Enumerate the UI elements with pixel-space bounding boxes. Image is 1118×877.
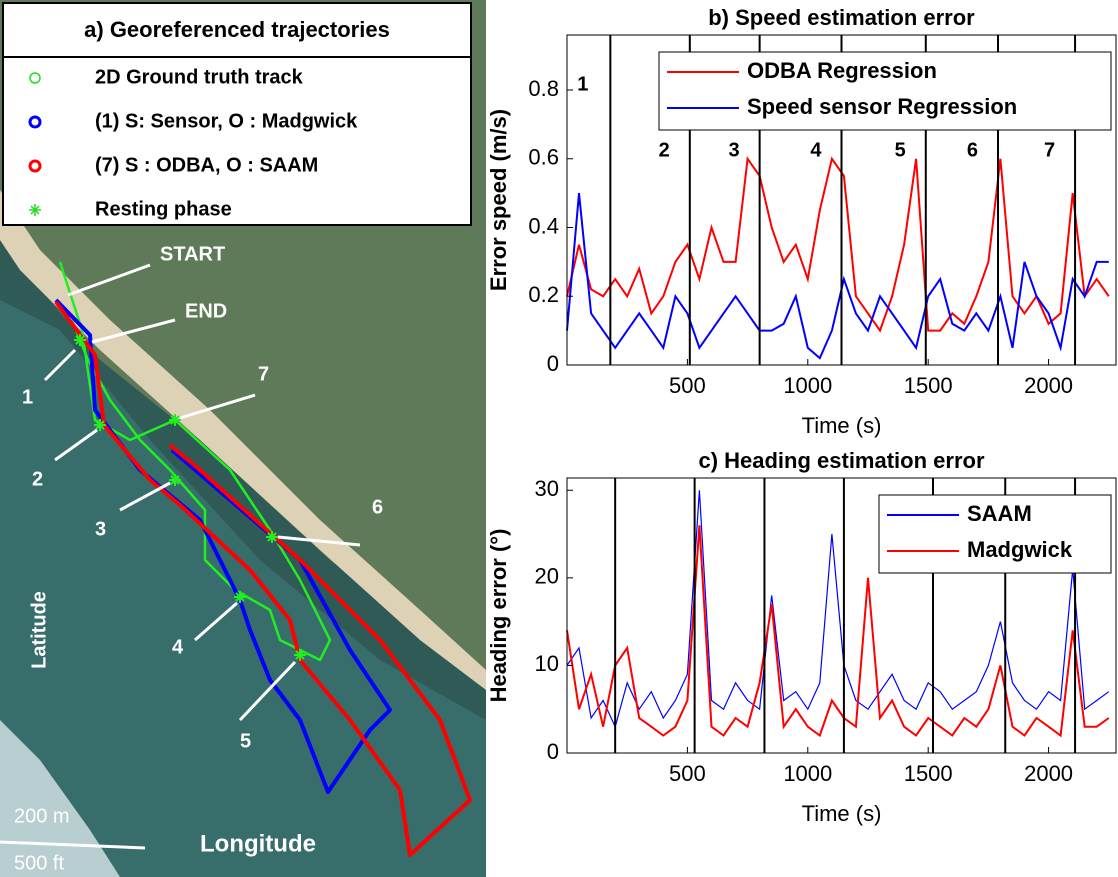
x-tick-label: 1500 <box>904 761 953 786</box>
phase-label: 2 <box>659 139 670 161</box>
x-tick-label: 2000 <box>1024 761 1073 786</box>
plot-frame <box>566 34 1117 366</box>
x-tick-label: 500 <box>669 761 706 786</box>
x-tick-label: 1500 <box>904 373 953 398</box>
y-tick-label: 0.6 <box>528 145 559 170</box>
latitude-label: Latitude <box>28 591 50 669</box>
start-label: START <box>160 243 225 265</box>
scale-bar <box>0 840 146 850</box>
phase-label: 5 <box>240 730 251 752</box>
x-tick-label: 1000 <box>783 761 832 786</box>
phase-label: 6 <box>967 139 978 161</box>
y-axis-label: Heading error (°) <box>486 529 511 703</box>
x-tick-label: 500 <box>669 373 706 398</box>
phase-label: 5 <box>895 139 906 161</box>
x-tick-label: 2000 <box>1024 373 1073 398</box>
longitude-label: Longitude <box>200 830 316 857</box>
map-legend-entries: 2D Ground truth track (1) S: Sensor, O : … <box>28 66 358 220</box>
x-tick-label: 1000 <box>783 373 832 398</box>
arrows <box>43 263 361 722</box>
y-axis-label: Error speed (m/s) <box>486 109 511 291</box>
scale-ft: 500 ft <box>14 852 64 874</box>
phase-label: 1 <box>22 386 33 408</box>
phase-label: 4 <box>810 139 822 161</box>
series-line <box>566 490 1110 729</box>
phase-label: 3 <box>95 518 106 540</box>
chart: 0 10 20 30 500 1000 1500 2000 c) Heading estimat… <box>486 448 1117 826</box>
y-tick-label: 20 <box>535 564 559 589</box>
y-tick-label: 0 <box>547 351 559 376</box>
x-axis-label: Time (s) <box>802 801 882 826</box>
phase-label: 4 <box>172 636 184 658</box>
legend-label: Speed sensor Regression <box>747 94 1017 119</box>
series-line <box>566 192 1109 360</box>
phase-label: 7 <box>1044 139 1055 161</box>
legend-label: Madgwick <box>967 537 1073 562</box>
chart-title: b) Speed estimation error <box>708 5 975 30</box>
phase-label: 3 <box>729 139 740 161</box>
end-label: END <box>185 300 227 322</box>
phase-label: 6 <box>372 496 383 518</box>
legend-marker <box>28 159 42 173</box>
phase-label: 1 <box>577 73 588 95</box>
legend-marker <box>29 72 41 84</box>
legend <box>658 51 1112 131</box>
legend-label: (1) S: Sensor, O : Madgwick <box>95 110 358 132</box>
map-title-box <box>2 2 472 58</box>
plot-frame <box>566 477 1117 754</box>
map-title: a) Georeferenced trajectories <box>84 17 390 42</box>
legend-marker <box>29 204 41 216</box>
phase-label: 7 <box>258 363 269 385</box>
legend-label: Resting phase <box>95 198 232 220</box>
x-axis-label: Time (s) <box>802 413 882 438</box>
y-tick-label: 0.2 <box>528 282 559 307</box>
legend-label: ODBA Regression <box>747 58 937 83</box>
legend-label: 2D Ground truth track <box>95 66 304 88</box>
trajectories <box>54 261 472 857</box>
y-tick-label: 0.8 <box>528 76 559 101</box>
legend <box>878 494 1112 574</box>
y-tick-label: 0 <box>547 739 559 764</box>
scale-m: 200 m <box>14 805 70 827</box>
y-tick-label: 0.4 <box>528 213 559 238</box>
legend-marker <box>28 115 42 129</box>
legend-label: (7) S : ODBA, O : SAAM <box>95 154 318 176</box>
chart: 1 2 3 4 5 6 7 0 0.2 0.4 0.6 0.8 500 1000 1500 2000 b) Sp… <box>486 5 1117 438</box>
chart-title: c) Heading estimation error <box>698 448 985 473</box>
series-line <box>566 525 1110 738</box>
legend-label: SAAM <box>967 501 1032 526</box>
phase-label: 2 <box>32 468 43 490</box>
y-tick-label: 10 <box>535 651 559 676</box>
odba-saam-track <box>54 300 472 857</box>
y-tick-label: 30 <box>535 476 559 501</box>
resting-markers <box>74 334 306 661</box>
